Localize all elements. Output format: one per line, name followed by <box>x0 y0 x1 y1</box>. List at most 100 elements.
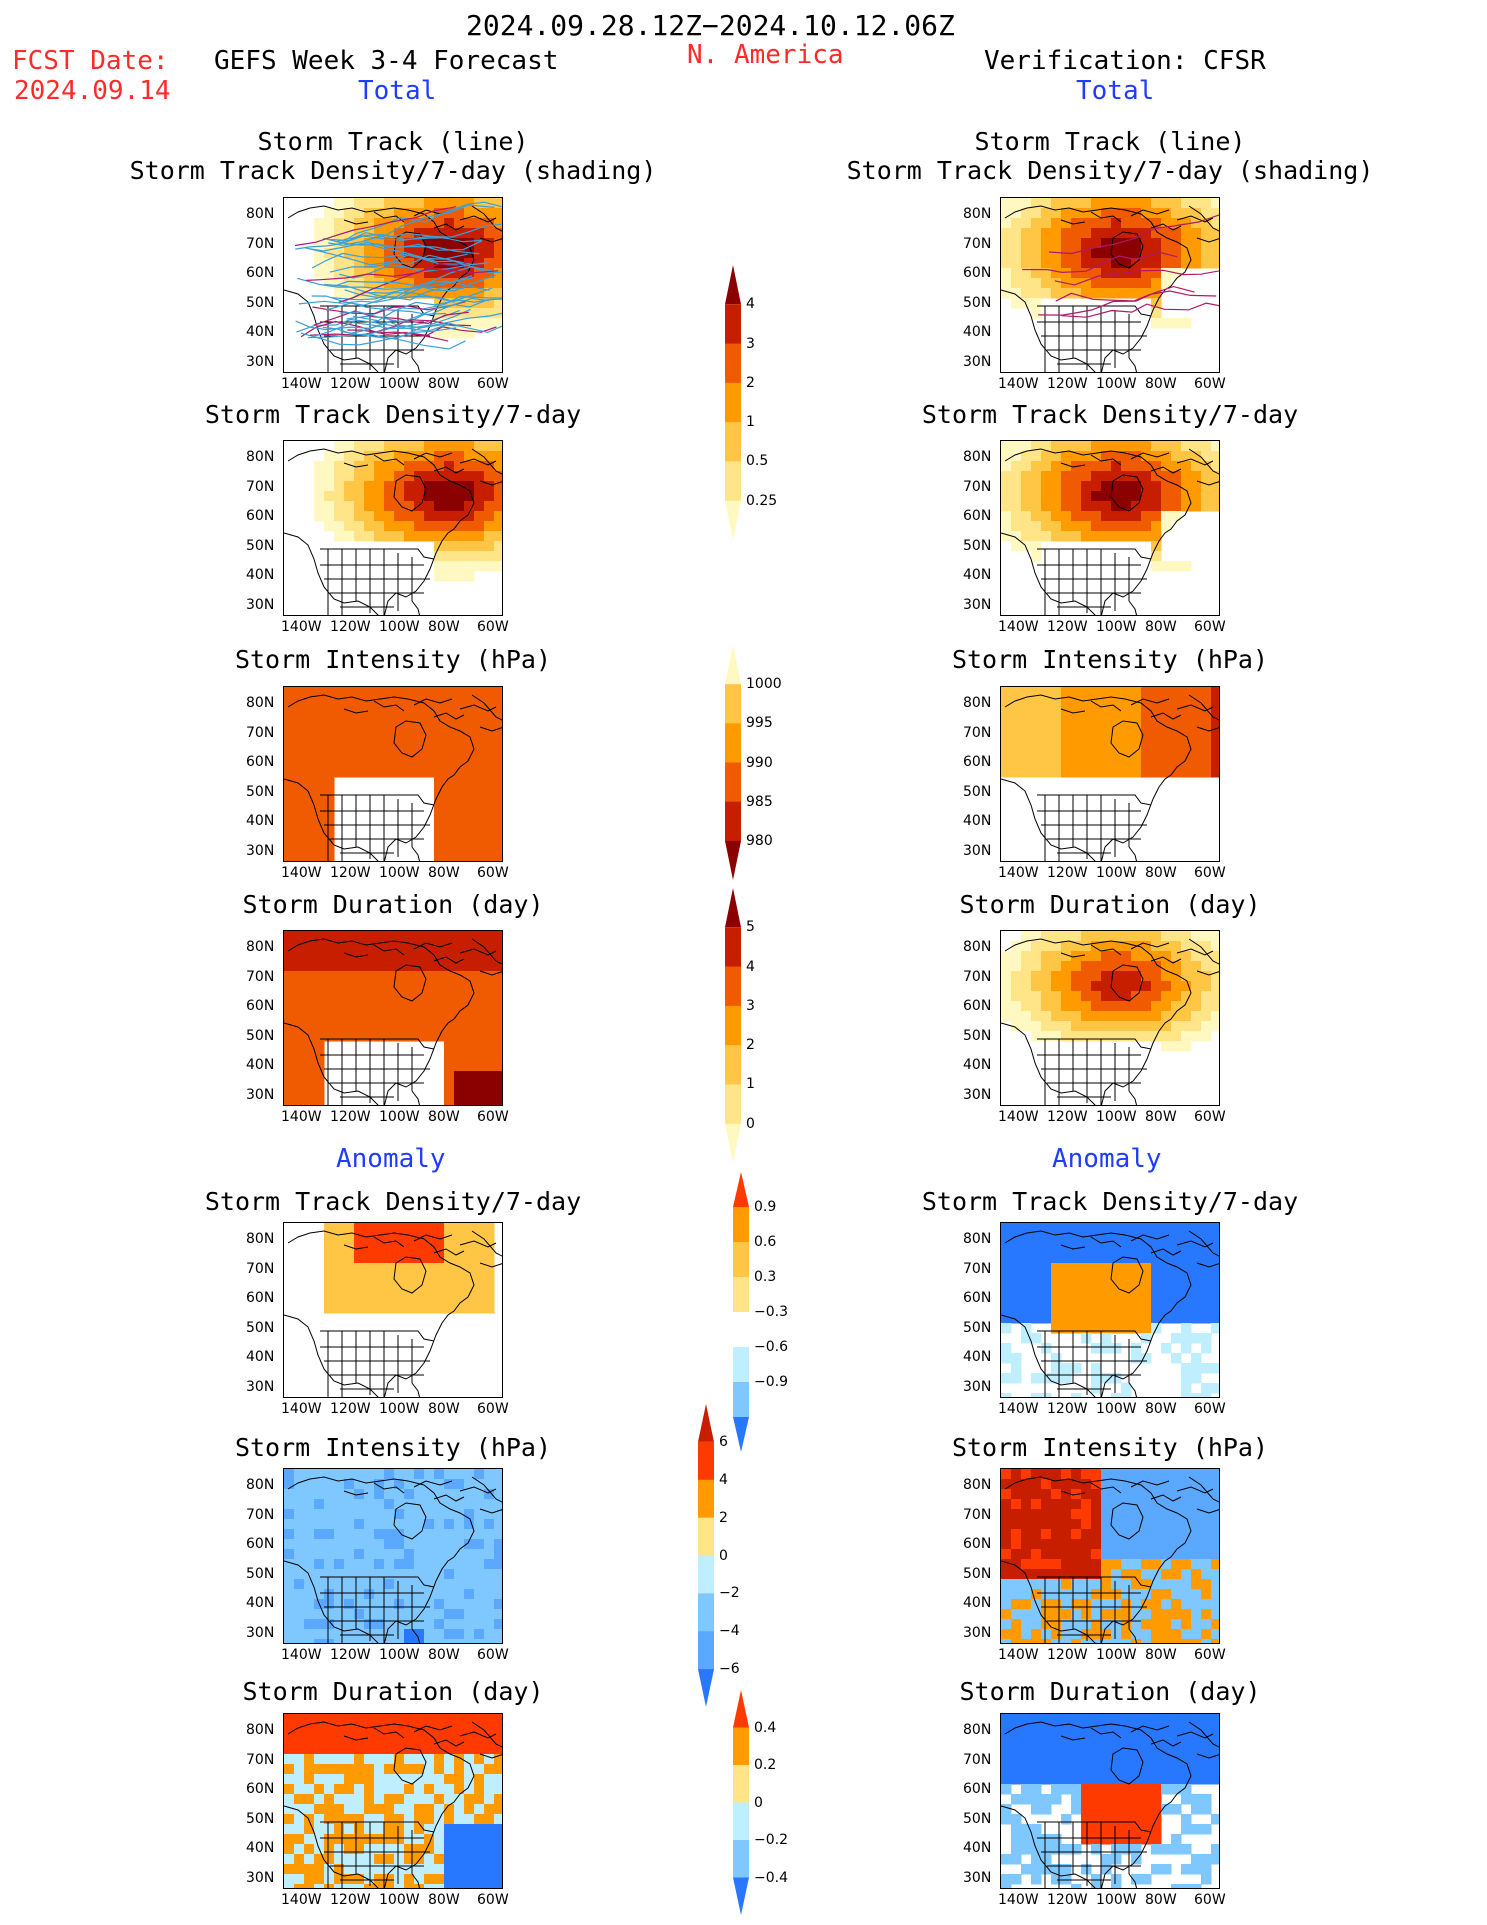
field-cell <box>424 1639 435 1643</box>
field-cell <box>454 491 465 502</box>
field-cell <box>444 1609 455 1620</box>
field-cell <box>344 1509 355 1520</box>
field-cell <box>444 1764 455 1775</box>
field-cell <box>1121 951 1132 962</box>
field-cell <box>1051 757 1062 768</box>
field-cell <box>364 1549 375 1560</box>
field-cell <box>344 737 355 748</box>
field-cell <box>1001 278 1012 289</box>
field-cell <box>1201 1243 1212 1254</box>
field-cell <box>1071 961 1082 972</box>
field-cell <box>1061 1764 1072 1775</box>
field-cell <box>1171 1529 1182 1540</box>
field-cell <box>1081 1333 1092 1344</box>
field-cell <box>1121 1804 1132 1815</box>
field-cell <box>1161 198 1172 209</box>
field-cell <box>1071 1619 1082 1630</box>
field-cell <box>1181 1639 1192 1643</box>
map-panel-verification <box>1000 1222 1220 1398</box>
field-cell <box>1081 238 1092 249</box>
field-cell <box>414 1804 425 1815</box>
field-cell <box>1031 717 1042 728</box>
field-cell <box>1021 747 1032 758</box>
shaded-field <box>1001 441 1219 615</box>
field-cell <box>304 1579 315 1590</box>
colorbar-segment <box>725 1045 741 1085</box>
field-cell <box>484 1579 495 1590</box>
field-cell <box>1191 1589 1202 1600</box>
field-cell <box>324 1519 335 1530</box>
field-cell <box>1151 1734 1162 1745</box>
field-cell <box>1051 1273 1062 1284</box>
field-cell <box>424 1559 435 1570</box>
field-cell <box>314 847 325 858</box>
field-cell <box>304 757 315 768</box>
field-cell <box>314 1559 325 1570</box>
field-cell <box>1211 1559 1219 1570</box>
field-cell <box>1181 1223 1192 1234</box>
field-cell <box>1201 198 1212 209</box>
field-cell <box>1161 757 1172 768</box>
field-cell <box>334 1844 345 1855</box>
field-cell <box>1191 687 1202 698</box>
field-cell <box>1051 1373 1062 1384</box>
field-cell <box>1211 1283 1219 1294</box>
field-cell <box>1111 1283 1122 1294</box>
field-cell <box>304 817 315 828</box>
field-cell <box>1071 1714 1082 1725</box>
field-cell <box>384 1011 395 1022</box>
field-cell <box>1101 1599 1112 1610</box>
field-cell <box>1211 757 1219 768</box>
field-cell <box>1121 737 1132 748</box>
field-cell <box>324 1884 335 1888</box>
field-cell <box>1011 1774 1022 1785</box>
field-cell <box>1181 971 1192 982</box>
field-cell <box>484 951 495 962</box>
field-cell <box>364 961 375 972</box>
field-cell <box>434 1303 445 1314</box>
field-cell <box>374 441 385 452</box>
field-cell <box>1161 1233 1172 1244</box>
field-cell <box>484 1619 495 1630</box>
field-cell <box>1171 1549 1182 1560</box>
field-cell <box>1001 1619 1012 1630</box>
field-cell <box>294 931 305 942</box>
field-cell <box>1011 1609 1022 1620</box>
field-cell <box>1091 1489 1102 1500</box>
field-cell <box>444 1804 455 1815</box>
field-cell <box>1041 971 1052 982</box>
field-cell <box>354 1639 365 1643</box>
field-cell <box>284 1824 295 1835</box>
field-cell <box>1001 1323 1012 1334</box>
field-cell <box>444 1784 455 1795</box>
field-cell <box>1081 717 1092 728</box>
field-cell <box>324 1273 335 1284</box>
field-cell <box>334 1303 345 1314</box>
field-cell <box>384 481 395 492</box>
field-cell <box>1191 1373 1202 1384</box>
field-cell <box>1051 451 1062 462</box>
field-cell <box>1091 1744 1102 1755</box>
field-cell <box>1081 1303 1092 1314</box>
field-cell <box>314 258 325 269</box>
field-cell <box>424 1489 435 1500</box>
field-cell <box>1011 747 1022 758</box>
field-cell <box>484 1223 495 1234</box>
field-cell <box>284 1031 295 1042</box>
field-cell <box>314 1579 325 1590</box>
field-cell <box>1071 511 1082 522</box>
field-cell <box>314 1021 325 1032</box>
field-cell <box>1071 1559 1082 1570</box>
field-cell <box>384 757 395 768</box>
field-cell <box>1011 961 1022 972</box>
field-cell <box>1201 1293 1212 1304</box>
field-cell <box>404 1724 415 1735</box>
field-cell <box>494 298 502 309</box>
field-cell <box>454 1599 465 1610</box>
field-cell <box>344 1764 355 1775</box>
field-cell <box>1211 1619 1219 1630</box>
field-cell <box>1211 1383 1219 1394</box>
field-cell <box>1101 981 1112 992</box>
field-cell <box>494 737 502 748</box>
field-cell <box>374 1479 385 1490</box>
